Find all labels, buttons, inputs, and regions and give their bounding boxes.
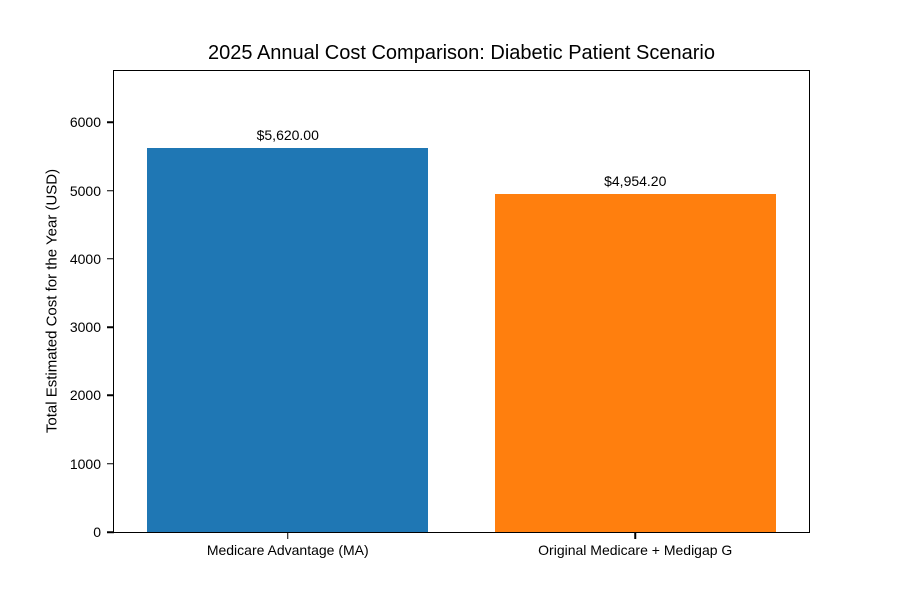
y-tick-label: 0 [93,524,101,540]
y-tick-label: 1000 [69,455,101,472]
y-tick-label: 2000 [69,387,101,404]
bar-value-label: $5,620.00 [256,127,319,144]
x-tick-label: Original Medicare + Medigap G [538,542,733,558]
y-tick-mark [107,462,114,465]
bar-value-label: $4,954.20 [604,172,667,189]
bar [494,193,776,532]
y-tick-label: 3000 [69,319,101,336]
y-tick-label: 4000 [69,250,101,267]
y-tick-mark [107,189,114,192]
y-tick-mark [107,326,114,328]
x-tick-mark [634,532,636,539]
chart-title: 2025 Annual Cost Comparison: Diabetic Pa… [208,42,715,64]
y-tick-label: 5000 [69,182,101,199]
bar [147,148,429,532]
y-tick-mark [107,121,114,123]
y-tick-mark [107,394,114,397]
x-tick-mark [287,532,289,539]
plot-area: 0 1000 2000 3000 4000 5000 6000 $5,620.00 Medica… [70,70,810,558]
y-axis-title: Total Estimated Cost for the Year (USD) [43,168,61,434]
y-tick-label: 6000 [69,114,101,131]
x-tick-label: Medicare Advantage (MA) [206,542,369,558]
y-tick-mark [107,531,114,533]
y-tick-mark [107,258,114,260]
